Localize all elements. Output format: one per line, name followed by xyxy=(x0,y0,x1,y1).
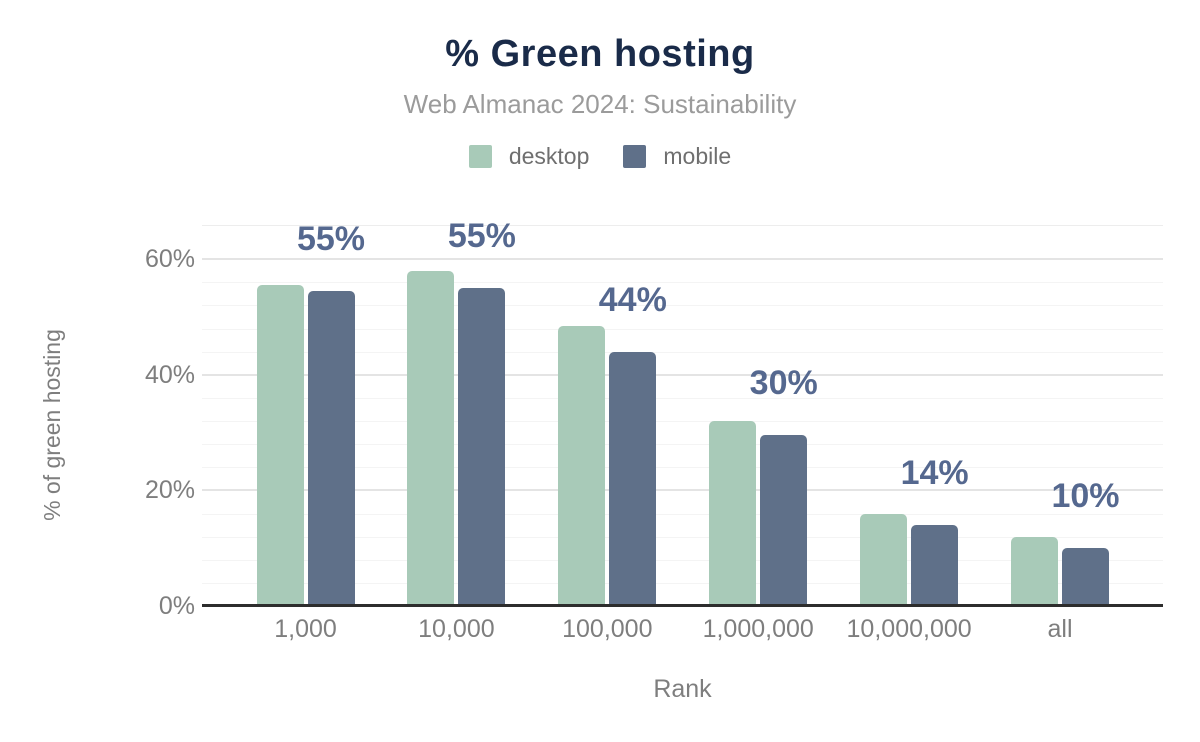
gridline-minor xyxy=(202,305,1163,307)
bar-mobile-10,000,000[interactable] xyxy=(911,525,959,606)
bar-mobile-100,000[interactable] xyxy=(609,351,657,606)
bar-mobile-all[interactable] xyxy=(1062,548,1109,606)
gridline-minor xyxy=(202,421,1163,423)
bar-desktop-10,000[interactable] xyxy=(407,270,455,606)
gridline-minor xyxy=(202,467,1163,469)
gridline-minor xyxy=(202,282,1163,284)
x-tick-label: 1,000,000 xyxy=(702,615,814,643)
bar-value-label: 30% xyxy=(749,364,818,403)
bar-desktop-all[interactable] xyxy=(1011,536,1058,606)
x-tick-label: 100,000 xyxy=(562,615,653,643)
bar-value-label: 55% xyxy=(447,217,516,256)
gridline-minor xyxy=(202,328,1163,330)
x-tick-label: 1,000 xyxy=(274,615,337,643)
legend-swatch-mobile xyxy=(623,145,647,168)
y-tick-label: 60% xyxy=(144,245,195,274)
bar-value-label: 14% xyxy=(900,454,969,493)
legend-swatch-desktop xyxy=(468,145,492,168)
bar-desktop-1,000,000[interactable] xyxy=(709,421,757,606)
x-tick-label: all xyxy=(1047,615,1073,643)
bar-value-label: 10% xyxy=(1051,477,1120,516)
gridline-major xyxy=(202,373,1163,376)
x-axis-title: Rank xyxy=(653,675,712,703)
bar-desktop-1,000[interactable] xyxy=(256,285,304,606)
y-tick-label: 0% xyxy=(158,592,195,620)
gridline-major xyxy=(202,489,1163,492)
y-tick-label: 40% xyxy=(144,360,195,389)
chart-subtitle: Web Almanac 2024: Sustainability xyxy=(403,89,797,119)
gridline-minor xyxy=(202,536,1163,538)
bar-desktop-100,000[interactable] xyxy=(558,325,606,606)
x-tick-label: 10,000 xyxy=(418,615,495,643)
x-tick-label: 10,000,000 xyxy=(846,615,972,643)
gridline-minor xyxy=(202,559,1163,561)
bar-value-label: 44% xyxy=(598,280,667,319)
gridline-minor xyxy=(202,444,1163,446)
gridline-minor xyxy=(202,582,1163,584)
legend-label-desktop: desktop xyxy=(508,143,590,169)
legend-item-desktop[interactable]: desktop xyxy=(468,143,590,170)
gridline-minor xyxy=(202,513,1163,515)
gridline-minor xyxy=(202,397,1163,399)
bar-mobile-10,000[interactable] xyxy=(458,288,506,606)
y-tick-label: 20% xyxy=(144,476,195,505)
bar-desktop-10,000,000[interactable] xyxy=(860,513,908,606)
y-axis-title: % of green hosting xyxy=(39,329,65,521)
legend-label-mobile: mobile xyxy=(663,143,732,169)
chart-title: % Green hosting xyxy=(445,33,755,75)
bar-mobile-1,000[interactable] xyxy=(307,290,355,606)
gridline-minor xyxy=(202,351,1163,353)
bar-mobile-1,000,000[interactable] xyxy=(760,435,808,606)
gridline-top xyxy=(202,224,1163,226)
bar-value-label: 55% xyxy=(296,219,366,258)
legend: desktop mobile xyxy=(0,143,1200,170)
x-axis-line xyxy=(202,604,1163,607)
legend-item-mobile[interactable]: mobile xyxy=(623,143,731,170)
gridline-major xyxy=(202,258,1163,261)
